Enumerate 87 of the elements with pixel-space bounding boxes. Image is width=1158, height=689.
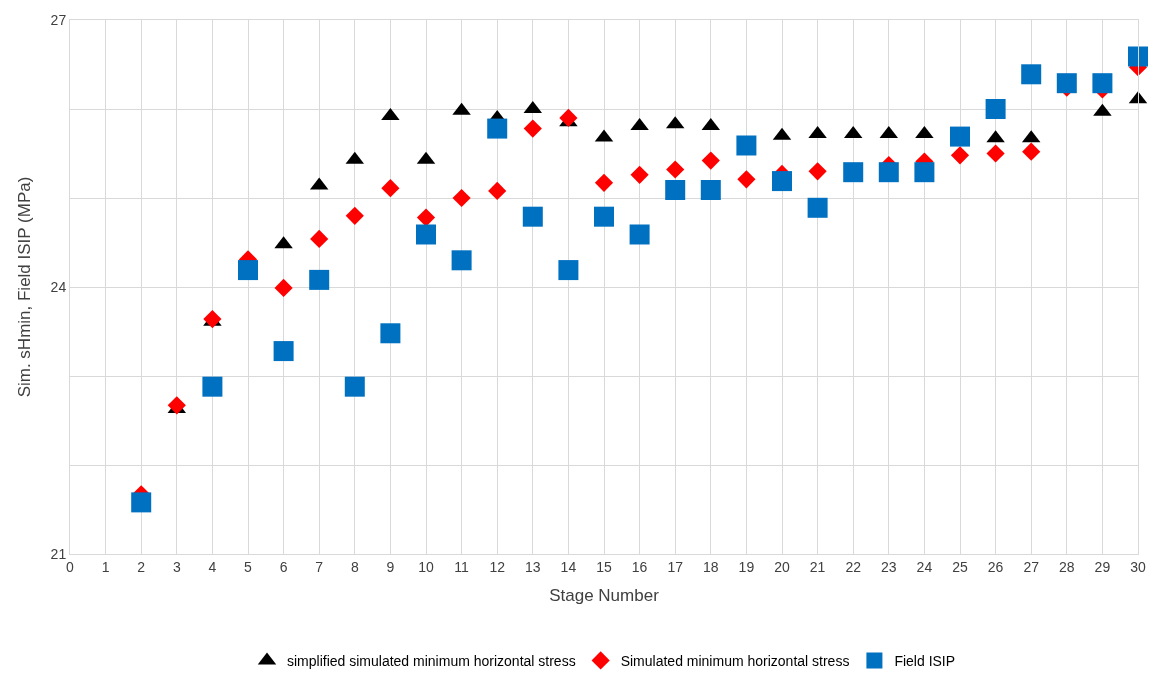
x-axis-title: Stage Number [549, 586, 660, 606]
point [452, 188, 471, 208]
x-tick-label: 22 [845, 558, 862, 575]
x-tick-label: 6 [279, 558, 288, 575]
point [701, 151, 720, 170]
x-tick-label: 27 [1023, 558, 1040, 575]
x-tick-label: 8 [350, 558, 359, 575]
point [488, 181, 507, 200]
point [737, 170, 756, 189]
point [1128, 46, 1148, 67]
x-tick-label: 18 [703, 558, 719, 575]
x-tick-label: 26 [987, 558, 1004, 575]
point [238, 260, 258, 281]
point [843, 162, 864, 183]
point [772, 171, 792, 192]
point [380, 323, 401, 344]
point [345, 206, 364, 225]
x-tick-label: 1 [101, 558, 110, 575]
x-tick-label: 16 [631, 558, 648, 575]
point [1092, 73, 1113, 94]
y-tick-label: 24 [50, 278, 67, 295]
y-axis-title: Sim. sHmin, Field ISIP (MPa) [15, 176, 35, 398]
point [487, 118, 508, 139]
point [665, 179, 686, 200]
x-tick-label: 28 [1059, 558, 1075, 575]
point [273, 341, 294, 362]
x-tick-label: 11 [454, 558, 470, 575]
x-tick-label: 4 [208, 558, 217, 575]
point [950, 126, 970, 147]
x-tick-label: 12 [489, 558, 506, 575]
point [344, 376, 365, 397]
point [522, 206, 543, 227]
x-tick-label: 25 [952, 558, 968, 575]
x-tick-label: 2 [137, 558, 146, 575]
x-tick-label: 5 [244, 558, 253, 575]
x-tick-label: 19 [738, 558, 755, 575]
x-tick-label: 3 [172, 558, 181, 575]
point [986, 144, 1005, 163]
x-tick-label: 13 [525, 558, 541, 575]
y-tick-label: 21 [50, 545, 67, 562]
point [274, 278, 293, 297]
point [1021, 64, 1042, 85]
point [131, 492, 152, 513]
x-tick-label: 30 [1130, 558, 1146, 575]
x-tick-label: 24 [916, 558, 933, 575]
legend-label: simplified simulated minimum horizontal stress [287, 652, 576, 669]
point [807, 197, 828, 218]
point [878, 162, 899, 183]
x-tick-label: 20 [774, 558, 790, 575]
x-tick-label: 15 [596, 558, 612, 575]
point [523, 119, 542, 138]
point [1022, 142, 1041, 161]
point [559, 108, 578, 127]
point [1056, 73, 1077, 94]
legend-label: Field ISIP [894, 652, 956, 669]
point [416, 208, 436, 227]
x-tick-label: 7 [315, 558, 324, 575]
point [594, 173, 614, 192]
point [950, 146, 970, 165]
point [808, 162, 827, 181]
x-tick-label: 23 [881, 558, 897, 575]
point [630, 165, 649, 184]
point [914, 162, 935, 183]
x-tick-label: 21 [809, 558, 826, 575]
point [736, 135, 757, 156]
x-tick-label: 29 [1094, 558, 1111, 575]
point [700, 179, 721, 200]
x-tick-label: 14 [560, 558, 577, 575]
point [629, 224, 650, 245]
point [416, 224, 436, 245]
legend-label: Simulated minimum horizontal stress [620, 652, 850, 669]
x-tick-label: 0 [66, 558, 75, 575]
point [309, 269, 330, 290]
x-tick-label: 10 [418, 558, 434, 575]
point [451, 250, 472, 271]
point [985, 99, 1006, 119]
x-tick-label: 9 [386, 558, 395, 575]
point [381, 179, 400, 198]
point [594, 206, 614, 227]
point [203, 309, 222, 329]
x-tick-label: 17 [667, 558, 684, 575]
y-tick-label: 27 [50, 11, 67, 28]
point [558, 260, 579, 281]
point [666, 160, 685, 179]
point [202, 376, 223, 397]
point [310, 229, 329, 249]
point [167, 396, 186, 415]
